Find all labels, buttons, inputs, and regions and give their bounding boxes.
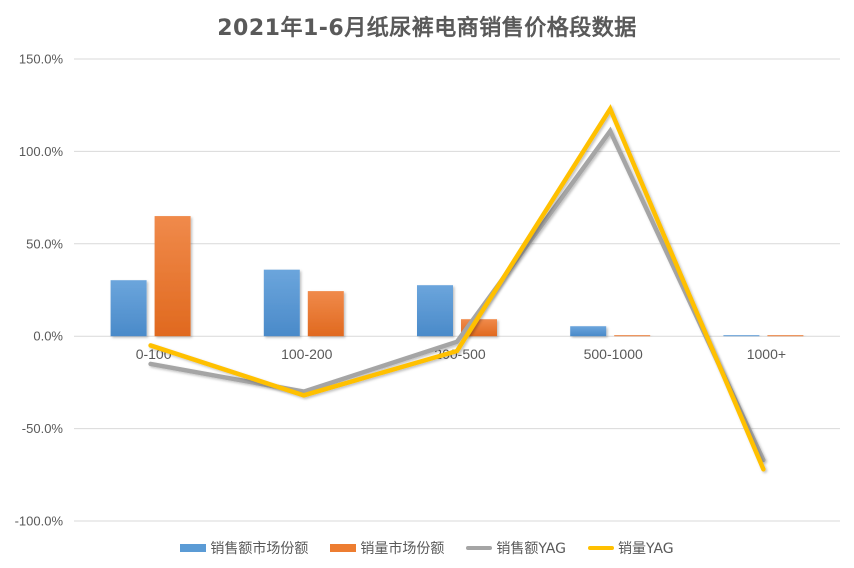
y-tick-label: 150.0% [19, 52, 64, 67]
legend-item-volume-yag[interactable]: 销量YAG [588, 538, 674, 558]
legend-swatch-blue-bar [180, 544, 207, 552]
bar [614, 335, 651, 337]
bar [154, 216, 191, 337]
legend-swatch-yellow-line [588, 546, 614, 550]
legend-label: 销售额市场份额 [210, 541, 309, 557]
bar [417, 285, 453, 337]
x-category-label: 200-500 [434, 346, 486, 362]
y-tick-label: 0.0% [33, 329, 63, 344]
bar [307, 291, 344, 337]
legend-item-volume-share[interactable]: 销量市场份额 [330, 538, 444, 558]
bar [110, 280, 147, 337]
bar [570, 326, 607, 337]
bar [263, 269, 300, 337]
x-category-label: 100-200 [281, 346, 333, 362]
y-tick-label: -100.0% [15, 514, 64, 529]
legend-label: 销售额YAG [496, 541, 566, 557]
legend-swatch-gray-line [466, 546, 493, 550]
legend-item-sales-share[interactable]: 销售额市场份额 [180, 538, 308, 558]
x-category-label: 500-1000 [584, 346, 643, 362]
chart-title: 2021年1-6月纸尿裤电商销售价格段数据 [217, 16, 637, 41]
bar [723, 335, 760, 337]
y-tick-label: 50.0% [26, 236, 63, 251]
line-series [148, 126, 766, 463]
legend-item-sales-yag[interactable]: 销售额YAG [466, 538, 566, 558]
y-tick-label: 100.0% [19, 144, 64, 159]
bar [767, 335, 804, 337]
x-category-label: 1000+ [747, 346, 786, 362]
y-tick-label: -50.0% [22, 421, 64, 436]
legend-swatch-orange-bar [330, 544, 357, 552]
legend-label: 销量市场份额 [360, 541, 445, 557]
line-series [148, 104, 766, 472]
chart-legend: 销售额市场份额 销量市场份额 销售额YAG 销量YAG [0, 538, 854, 558]
legend-label: 销量YAG [618, 541, 674, 557]
